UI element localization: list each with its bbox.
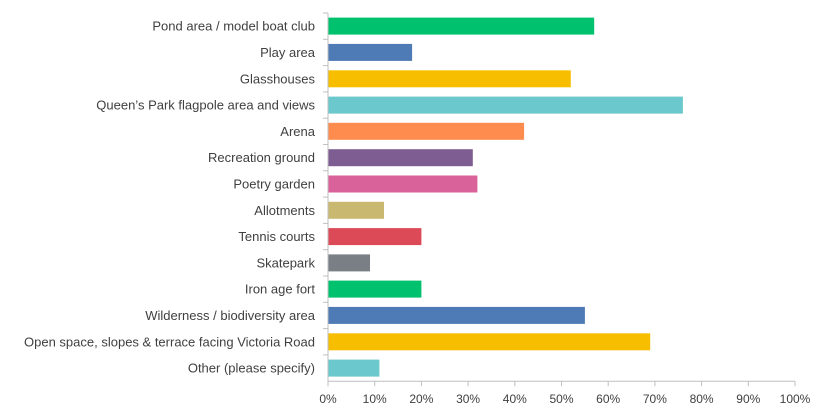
- x-tick-label-3: 30%: [456, 392, 480, 406]
- category-label-11: Wilderness / biodiversity area: [145, 308, 316, 323]
- bar-4: [328, 122, 525, 140]
- category-label-6: Poetry garden: [233, 177, 315, 192]
- x-tick-label-4: 40%: [503, 392, 527, 406]
- x-tick-label-5: 50%: [549, 392, 573, 406]
- axes-group: [323, 12, 795, 382]
- bars-group: [328, 17, 683, 377]
- x-tick-label-2: 20%: [409, 392, 433, 406]
- bar-8: [328, 228, 422, 246]
- category-label-13: Other (please specify): [188, 361, 315, 376]
- category-label-5: Recreation ground: [208, 150, 315, 165]
- bar-10: [328, 280, 422, 298]
- bar-7: [328, 201, 384, 219]
- bar-0: [328, 17, 595, 35]
- category-label-12: Open space, slopes & terrace facing Vict…: [24, 334, 315, 349]
- x-tick-label-7: 70%: [643, 392, 667, 406]
- category-label-10: Iron age fort: [245, 282, 315, 297]
- x-tick-label-0: 0%: [319, 392, 337, 406]
- x-tick-label-6: 60%: [596, 392, 620, 406]
- category-label-2: Glasshouses: [240, 71, 316, 86]
- bar-12: [328, 333, 651, 351]
- category-label-9: Skatepark: [256, 255, 315, 270]
- x-tick-label-10: 100%: [780, 392, 811, 406]
- bar-2: [328, 70, 571, 88]
- category-label-3: Queen’s Park flagpole area and views: [96, 98, 315, 113]
- category-label-1: Play area: [260, 45, 316, 60]
- x-tick-label-9: 90%: [736, 392, 760, 406]
- category-label-8: Tennis courts: [238, 229, 315, 244]
- x-ticks-group: 0% 10% 20% 30% 40% 50% 60% 70% 80% 90% 100%: [319, 381, 811, 406]
- bar-1: [328, 43, 413, 61]
- x-tick-label-8: 80%: [690, 392, 714, 406]
- x-tick-label-1: 10%: [363, 392, 387, 406]
- bar-13: [328, 359, 380, 377]
- category-label-0: Pond area / model boat club: [152, 19, 315, 34]
- bar-9: [328, 254, 370, 272]
- bar-6: [328, 175, 478, 193]
- bar-11: [328, 306, 585, 324]
- category-labels-group: Pond area / model boat club Play area Glas…: [24, 19, 316, 376]
- bar-5: [328, 149, 473, 167]
- category-label-7: Allotments: [254, 203, 315, 218]
- bar-3: [328, 96, 683, 114]
- category-label-4: Arena: [280, 124, 315, 139]
